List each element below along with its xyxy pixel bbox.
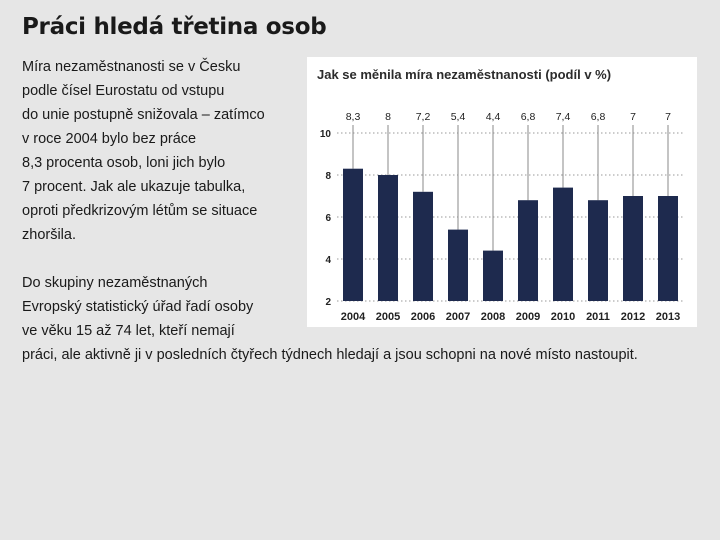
article-line: Do skupiny nezaměstnaných: [22, 275, 208, 291]
article-line: Míra nezaměstnanosti se v Česku: [22, 59, 241, 75]
data-label: 8,3: [346, 111, 361, 123]
x-tick-label: 2009: [516, 311, 540, 323]
article-line: do unie postupně snižovala – zatímco: [22, 107, 265, 123]
x-tick-label: 2007: [446, 311, 470, 323]
x-tick-label: 2008: [481, 311, 505, 323]
article-line: práci, ale aktivně ji v posledních čtyře…: [22, 347, 638, 363]
article-line: podle čísel Eurostatu od vstupu: [22, 83, 225, 99]
y-tick-label: 6: [325, 213, 331, 224]
article-line: zhoršila.: [22, 227, 76, 243]
bar-2011: [588, 200, 608, 301]
bar-2004: [343, 168, 363, 301]
article-line: ve věku 15 až 74 let, kteří nemají: [22, 323, 235, 339]
unemployment-bar-chart: Jak se měnila míra nezaměstnanosti (podí…: [317, 67, 685, 323]
bar-2012: [623, 196, 643, 301]
article-line: 8,3 procenta osob, loni jich bylo: [22, 155, 226, 171]
data-label: 7: [665, 111, 671, 123]
data-label: 8: [385, 111, 391, 123]
article-line: v roce 2004 bylo bez práce: [22, 131, 197, 147]
x-tick-label: 2013: [656, 311, 680, 323]
x-tick-label: 2011: [586, 311, 610, 323]
x-tick-label: 2012: [621, 311, 645, 323]
bar-2005: [378, 175, 398, 301]
bar-2007: [448, 229, 468, 301]
x-tick-label: 2005: [376, 311, 400, 323]
data-label: 5,4: [451, 111, 466, 123]
bar-2009: [518, 200, 538, 301]
x-tick-label: 2004: [341, 311, 366, 323]
data-label: 7,4: [556, 111, 571, 123]
chart-panel: Jak se měnila míra nezaměstnanosti (podí…: [307, 57, 697, 327]
bar-2013: [658, 196, 678, 301]
x-tick-label: 2010: [551, 311, 575, 323]
bar-2006: [413, 191, 433, 301]
data-label: 4,4: [486, 111, 501, 123]
data-label: 7: [630, 111, 636, 123]
chart-title: Jak se měnila míra nezaměstnanosti (podí…: [317, 67, 611, 82]
data-label: 6,8: [521, 111, 536, 123]
data-label: 6,8: [591, 111, 606, 123]
x-tick-label: 2006: [411, 311, 435, 323]
y-tick-label: 8: [325, 171, 331, 182]
article-line: Evropský statistický úřad řadí osoby: [22, 299, 254, 315]
article-line: oproti předkrizovým létům se situace: [22, 203, 258, 219]
bar-2010: [553, 187, 573, 301]
data-label: 7,2: [416, 111, 431, 123]
y-tick-label: 4: [325, 255, 331, 266]
article-line: 7 procent. Jak ale ukazuje tabulka,: [22, 179, 246, 195]
y-tick-label: 2: [325, 297, 331, 308]
page-title: Práci hledá třetina osob: [22, 14, 327, 40]
y-tick-label: 10: [320, 129, 332, 140]
bar-2008: [483, 250, 503, 301]
